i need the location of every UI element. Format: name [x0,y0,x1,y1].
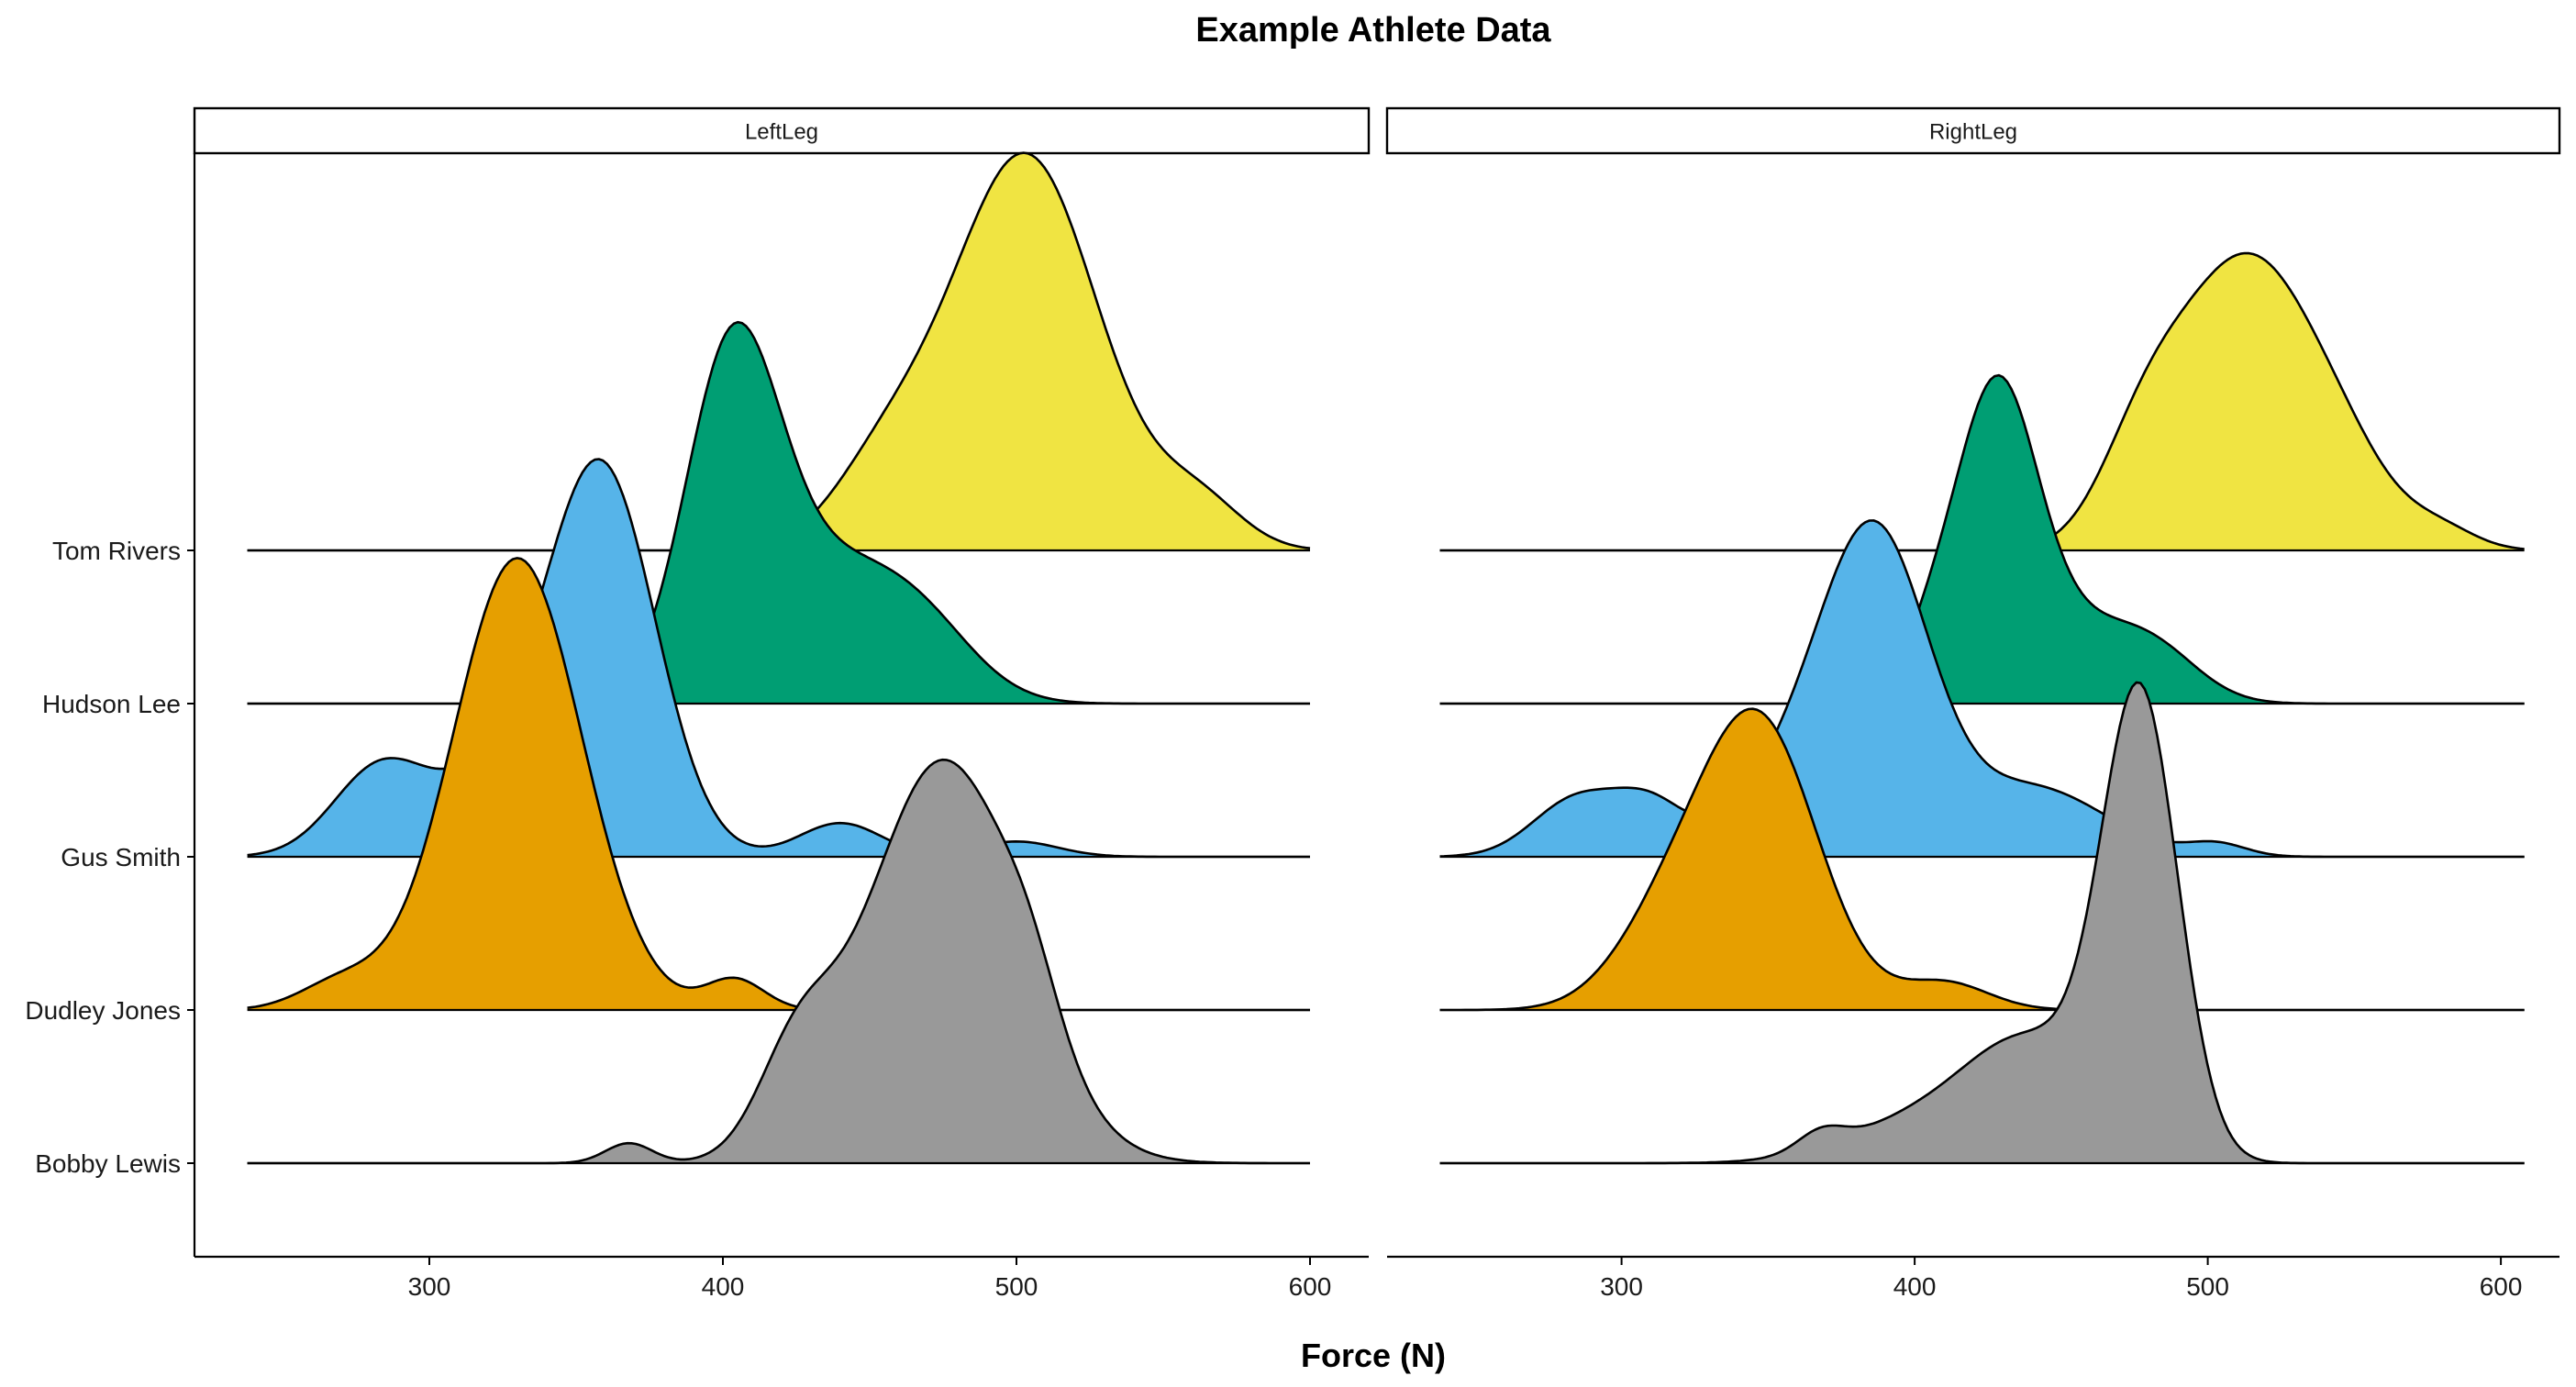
x-tick-label: 400 [1893,1272,1937,1301]
ridge-bobby-lewis [1439,681,2525,1165]
ridge-area-bobby-lewis [247,760,1311,1163]
ridge-outline-bobby-lewis [1439,681,2525,1165]
ridge-hudson-lee [247,320,1311,705]
ridge-outline-bobby-lewis [247,758,1310,1165]
ridge-outline-gus-smith [1439,519,2525,859]
ridge-outline-dudley-jones [1439,707,2525,1012]
panel-leftleg: LeftLeg 300 400 500 600 [193,106,1371,1301]
ridge-hudson-lee [1439,373,2525,705]
panel-rightleg: RightLeg 300 400 500 600 [1385,106,2561,1301]
panels: LeftLeg 300 400 500 600 RightLeg 300 400 500 600 [193,106,2561,1301]
ridge-area-bobby-lewis [1439,682,2525,1163]
ridge-outline-gus-smith [247,458,1310,859]
ridge-area-hudson-lee [1439,375,2525,704]
ridge-area-tom-rivers [247,152,1311,550]
ridge-dudley-jones [1439,707,2525,1012]
x-tick-label: 500 [2186,1272,2229,1301]
ridge-dudley-jones [247,557,1311,1012]
strip-label-leftleg: LeftLeg [745,120,818,145]
x-tick-label: 600 [1289,1272,1332,1301]
x-tick-label: 400 [702,1272,745,1301]
x-tick-label: 600 [2480,1272,2523,1301]
y-tick-label-tom-rivers: Tom Rivers [52,537,181,565]
ridge-gus-smith [1439,519,2525,859]
ridge-area-gus-smith [1439,520,2525,857]
ridge-area-hudson-lee [247,322,1311,704]
x-tick-label: 300 [1600,1272,1643,1301]
chart-title: Example Athlete Data [1195,11,1551,50]
y-tick-label-hudson-lee: Hudson Lee [42,690,181,718]
x-tick-label: 300 [408,1272,451,1301]
ridge-outline-hudson-lee [1439,373,2525,705]
ridge-outline-dudley-jones [247,557,1310,1012]
strip-header [193,106,1371,155]
x-axis-label: Force (N) [1301,1337,1446,1374]
y-axis-labels: Tom Rivers Hudson Lee Gus Smith Dudley Jone… [25,537,194,1178]
strip-label-rightleg: RightLeg [1929,120,2017,145]
y-tick-label-bobby-lewis: Bobby Lewis [35,1149,181,1178]
x-tick-label: 500 [995,1272,1038,1301]
ridge-bobby-lewis [247,758,1311,1165]
ridge-outline-hudson-lee [247,320,1310,705]
y-tick-label-gus-smith: Gus Smith [61,843,181,871]
y-tick-label-dudley-jones: Dudley Jones [25,996,181,1025]
ridge-area-dudley-jones [1439,708,2525,1010]
strip-header [1385,106,2561,155]
ridge-area-dudley-jones [247,558,1311,1010]
ridge-area-tom-rivers [1439,253,2525,550]
